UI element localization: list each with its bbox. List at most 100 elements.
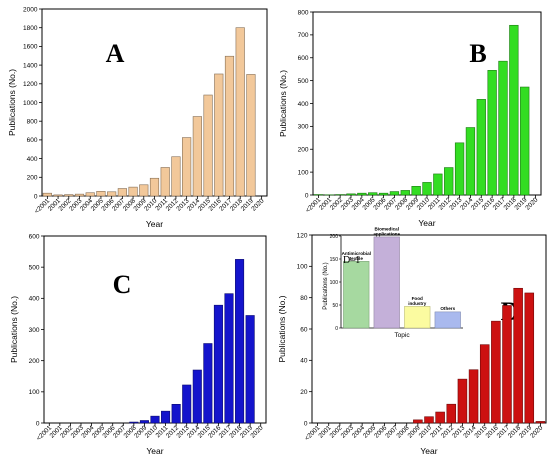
y-tick-label: 0 [36,420,40,427]
bar [498,60,508,196]
bar [520,86,530,196]
bar [491,320,501,424]
y-tick-label: 500 [298,78,309,85]
panel-letter-c: C [113,270,132,299]
y-tick-label: 100 [297,264,308,271]
bar [513,287,523,424]
y-tick-label: 800 [27,119,38,126]
bar [454,142,465,196]
y-tick-label: 100 [298,169,309,176]
bar [476,99,486,196]
inset-y-axis-label: Publications (No.) [323,262,329,309]
y-tick-label: 200 [298,147,309,154]
x-axis-label: Year [420,446,437,456]
y-axis-label: Publications (No.) [277,295,287,362]
y-tick-label: 400 [298,101,309,108]
bar [235,259,245,424]
y-tick-label: 300 [29,327,40,334]
inset-category-label: Antimicrobial textile [342,251,371,261]
bar [192,116,202,197]
bar [346,193,356,196]
bar [139,184,149,197]
bar [203,94,213,197]
bar [42,192,52,197]
y-tick-label: 80 [300,295,308,302]
y-tick-label: 800 [298,9,309,16]
x-tick-label: 2020 [524,196,539,211]
bar [128,186,138,197]
bar [433,173,443,196]
bar [411,186,421,196]
y-tick-label: 120 [297,232,308,239]
y-tick-label: 400 [29,296,40,303]
bar [465,127,476,196]
bar [224,55,235,197]
y-tick-label: 700 [298,32,309,39]
bar [509,24,519,196]
panel-c: C 0100200300400500600<200120012002200320… [9,233,267,456]
bar [171,156,181,197]
bar [535,421,546,424]
bar [378,192,389,196]
bar [213,304,223,424]
y-tick-label: 1200 [23,81,38,88]
bar [149,177,160,197]
bar [468,369,479,424]
y-tick-label: 600 [29,233,40,240]
inset-bar [373,236,400,329]
x-axis-label: Year [146,446,163,456]
bar [161,410,171,424]
y-tick-label: 100 [29,389,40,396]
bar [74,193,85,197]
bar [53,194,63,197]
y-tick-label: 1400 [23,62,38,69]
y-tick-label: 0 [305,192,309,199]
y-tick-label: 200 [29,358,40,365]
y-tick-label: 400 [27,156,38,163]
x-tick-label: 2020 [250,197,265,212]
bar [424,416,434,424]
y-tick-label: 1800 [23,25,38,32]
inset-bar [404,306,431,329]
y-axis-label: Publications (No.) [278,70,288,137]
bar [85,192,95,197]
y-axis-label: Publications (No.) [7,69,17,136]
inset-y-tick-label: 150 [330,257,339,263]
bar [435,411,445,424]
bar [64,194,74,197]
panel-letter-a: A [106,39,125,68]
inset-category-label: Others [440,306,455,311]
inset-bar [434,311,461,329]
panel-a: A 0200400600800100012001400160018002000<… [7,6,268,229]
inset-category-label: Biomedical applications [373,226,400,236]
bar [214,73,224,197]
bar [502,305,512,424]
inset-chart: 0 50 100 150 200 Antimicrobial textile Biomedic… [323,226,463,339]
bar [192,369,202,424]
x-tick-label: 2020 [249,424,264,439]
y-tick-label: 0 [304,420,308,427]
y-tick-label: 1000 [23,100,38,107]
bar [422,182,432,196]
inset-bar [343,261,370,329]
bar [182,137,192,197]
bar [413,419,423,424]
bar [182,384,192,424]
bar [224,293,234,424]
bar [400,190,410,196]
inset-y-tick-label: 0 [335,326,338,332]
inset-y-tick-label: 50 [332,303,338,309]
bar [150,415,160,424]
x-axis-label: Year [418,218,435,228]
y-tick-label: 40 [300,358,308,365]
panel-d: D 020406080100120<2001200120022003200420… [277,226,547,456]
bar [246,74,256,197]
inset-title: D–1 [343,255,360,266]
bar [389,191,400,196]
inset-y-tick-label: 200 [330,234,339,240]
bar [245,315,255,424]
bar [368,192,378,196]
x-tick-label: 2020 [529,424,544,439]
bar [524,292,535,424]
